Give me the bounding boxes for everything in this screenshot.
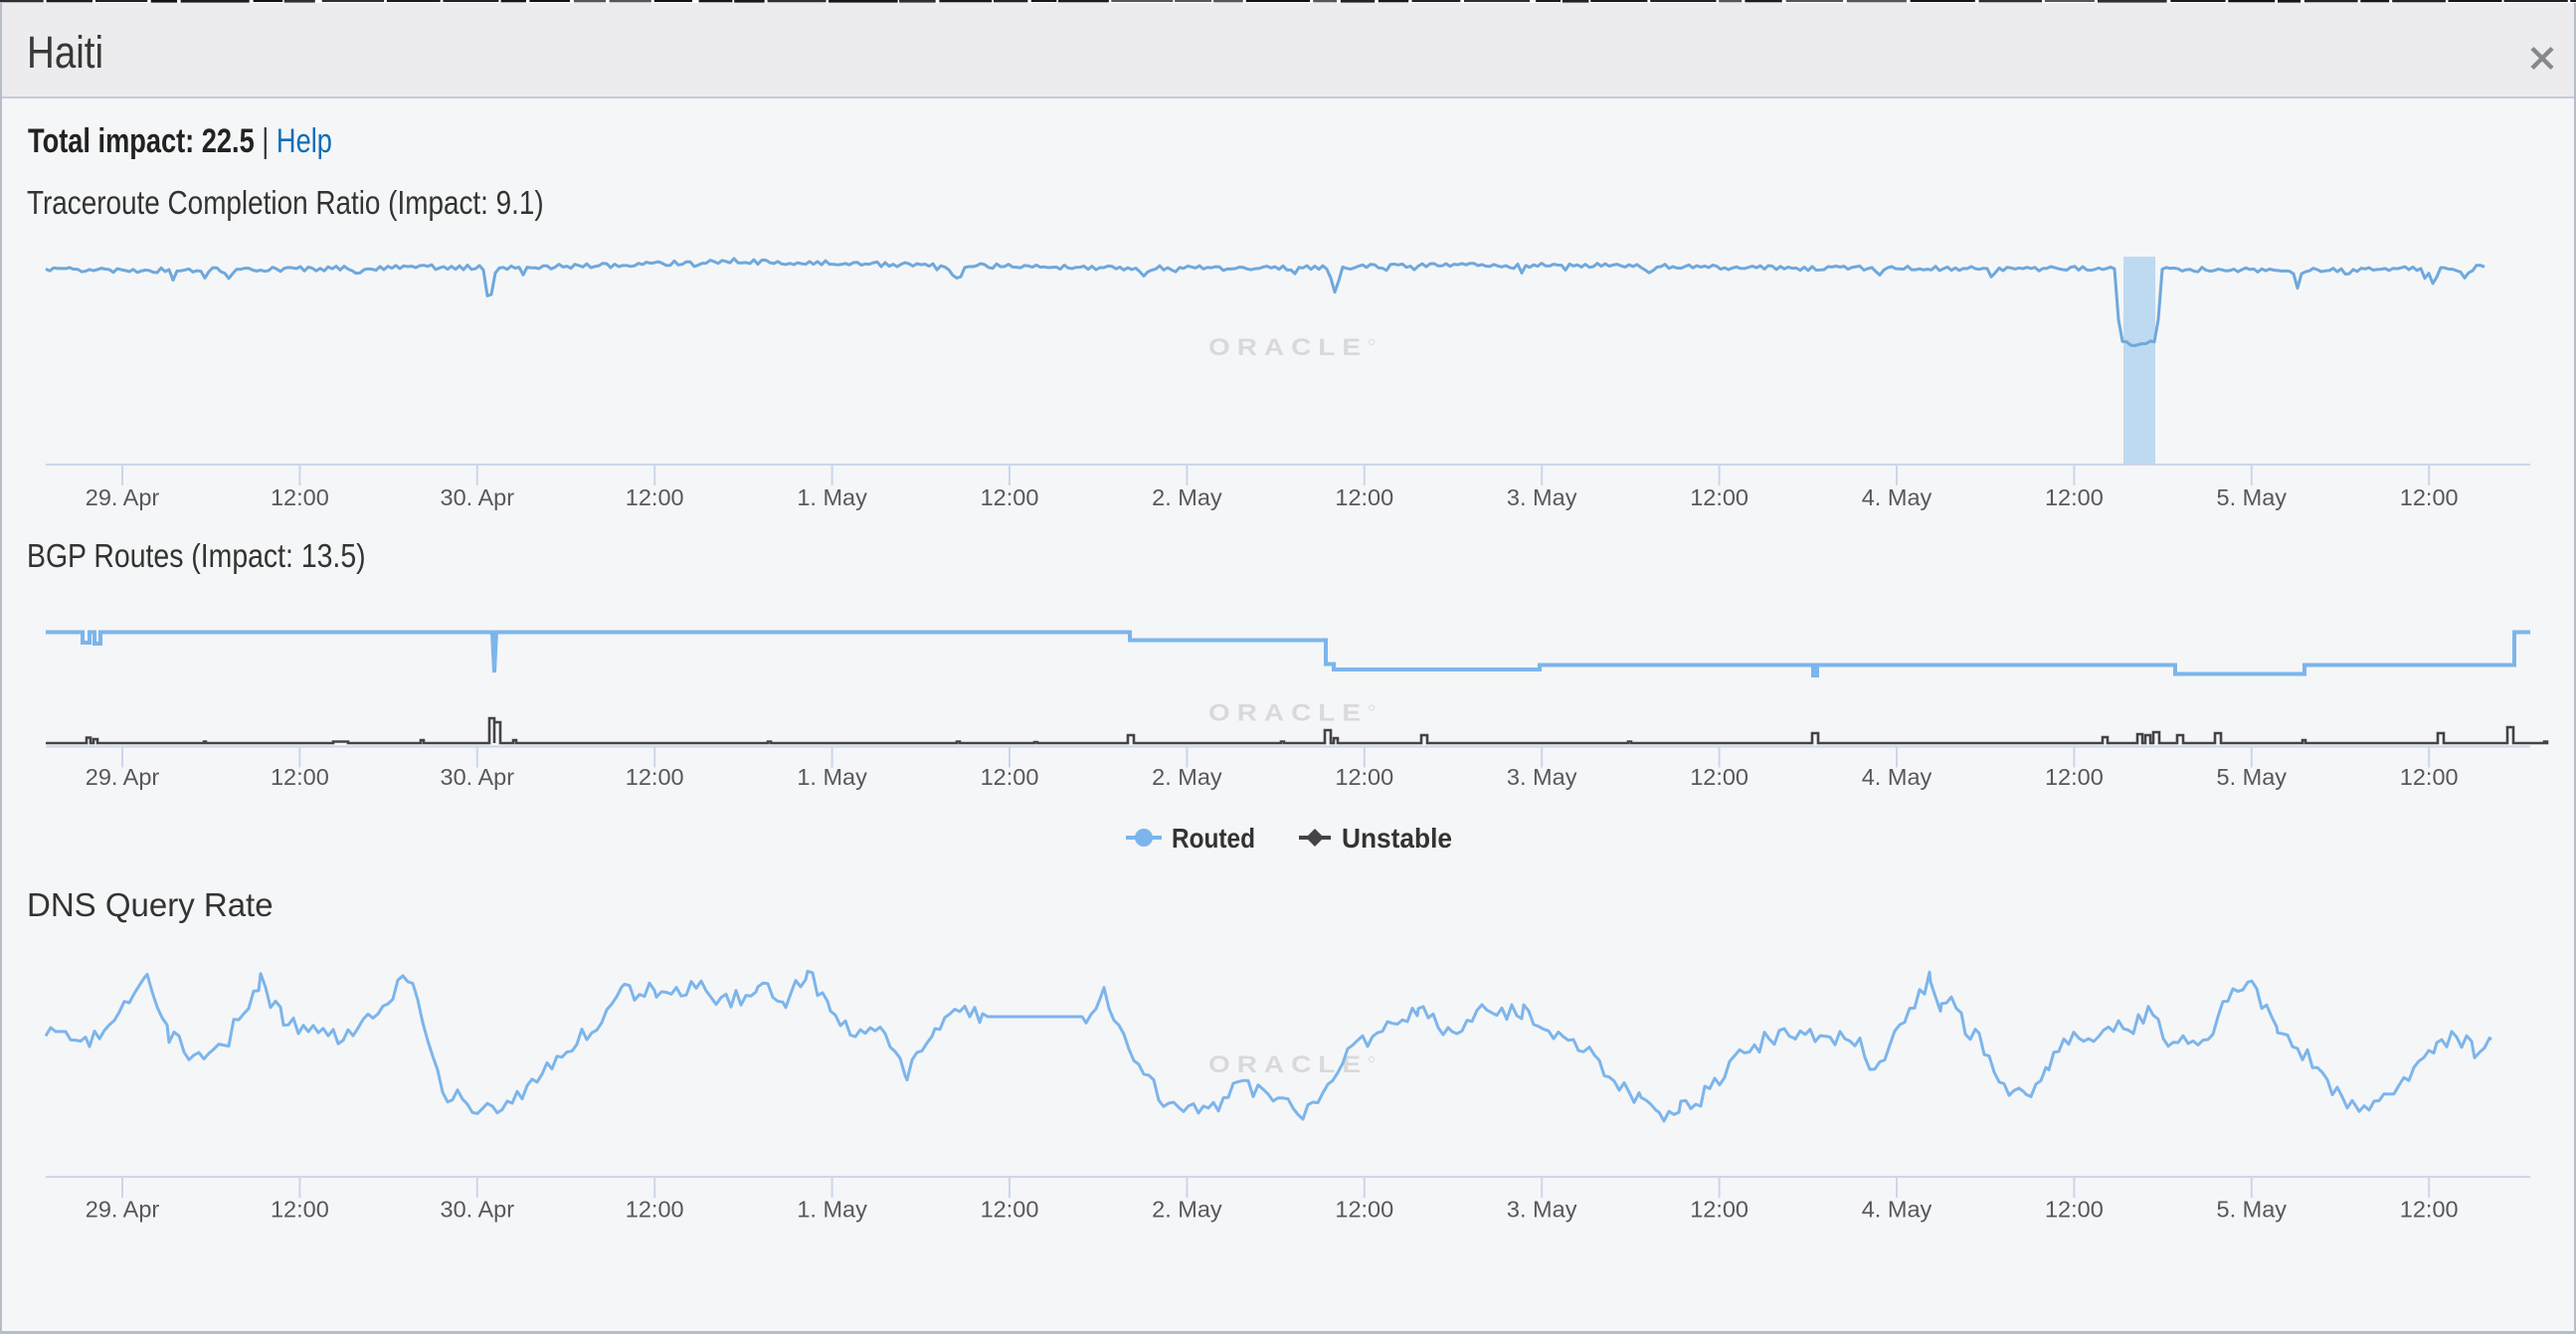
svg-text:30. Apr: 30. Apr	[441, 484, 515, 510]
svg-text:Routed: Routed	[1172, 823, 1255, 854]
svg-text:12:00: 12:00	[1690, 1197, 1748, 1223]
svg-text:12:00: 12:00	[2045, 764, 2104, 790]
svg-text:12:00: 12:00	[626, 764, 684, 790]
svg-text:2. May: 2. May	[1152, 764, 1222, 790]
svg-text:12:00: 12:00	[271, 484, 329, 510]
svg-text:12:00: 12:00	[1335, 764, 1393, 790]
svg-text:12:00: 12:00	[1690, 764, 1748, 790]
svg-text:12:00: 12:00	[271, 1197, 329, 1223]
svg-text:12:00: 12:00	[981, 1197, 1039, 1223]
svg-text:ORACLE: ORACLE	[1208, 334, 1368, 361]
svg-text:4. May: 4. May	[1862, 484, 1932, 510]
svg-text:4. May: 4. May	[1862, 764, 1932, 790]
svg-text:29. Apr: 29. Apr	[86, 764, 160, 790]
svg-text:2. May: 2. May	[1152, 1197, 1222, 1223]
svg-text:3. May: 3. May	[1507, 1197, 1577, 1223]
svg-text:12:00: 12:00	[271, 764, 329, 790]
svg-text:2. May: 2. May	[1152, 484, 1222, 510]
svg-text:5. May: 5. May	[2217, 764, 2288, 790]
svg-text:1. May: 1. May	[797, 1197, 867, 1223]
svg-text:5. May: 5. May	[2217, 1197, 2288, 1223]
svg-text:5. May: 5. May	[2217, 484, 2288, 510]
svg-text:12:00: 12:00	[2400, 764, 2459, 790]
svg-text:12:00: 12:00	[1690, 484, 1748, 510]
svg-text:12:00: 12:00	[1335, 484, 1393, 510]
svg-text:3. May: 3. May	[1507, 484, 1577, 510]
svg-text:12:00: 12:00	[2045, 1197, 2104, 1223]
svg-text:12:00: 12:00	[626, 1197, 684, 1223]
svg-text:ORACLE: ORACLE	[1208, 700, 1368, 727]
svg-text:30. Apr: 30. Apr	[441, 1197, 515, 1223]
svg-text:29. Apr: 29. Apr	[86, 484, 160, 510]
svg-text:12:00: 12:00	[2045, 484, 2104, 510]
svg-text:3. May: 3. May	[1507, 764, 1577, 790]
svg-text:12:00: 12:00	[981, 764, 1039, 790]
svg-text:12:00: 12:00	[2400, 1197, 2459, 1223]
svg-text:12:00: 12:00	[981, 484, 1039, 510]
svg-text:30. Apr: 30. Apr	[441, 764, 515, 790]
svg-text:ORACLE: ORACLE	[1208, 1051, 1368, 1078]
svg-text:1. May: 1. May	[797, 764, 867, 790]
svg-text:12:00: 12:00	[626, 484, 684, 510]
svg-text:4. May: 4. May	[1862, 1197, 1932, 1223]
svg-text:29. Apr: 29. Apr	[86, 1197, 160, 1223]
svg-text:1. May: 1. May	[797, 484, 867, 510]
svg-text:12:00: 12:00	[2400, 484, 2459, 510]
svg-text:12:00: 12:00	[1335, 1197, 1393, 1223]
svg-text:Unstable: Unstable	[1342, 823, 1452, 854]
